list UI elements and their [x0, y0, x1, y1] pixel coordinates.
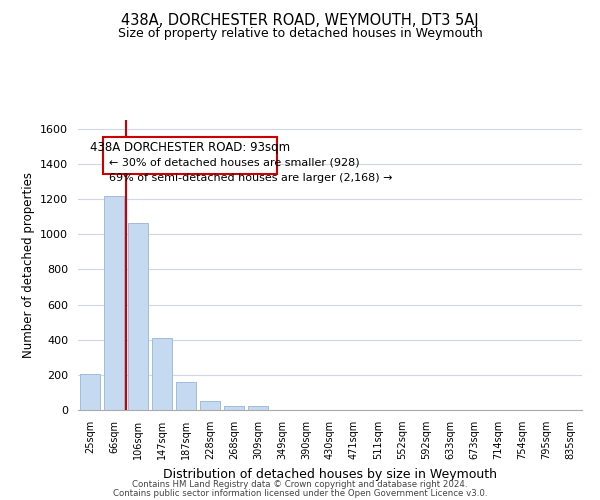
Y-axis label: Number of detached properties: Number of detached properties — [22, 172, 35, 358]
Bar — [224, 406, 244, 410]
Bar — [128, 223, 148, 410]
Bar — [200, 401, 220, 410]
Bar — [176, 382, 196, 410]
Text: Contains public sector information licensed under the Open Government Licence v3: Contains public sector information licen… — [113, 489, 487, 498]
Bar — [248, 406, 268, 410]
Text: 438A DORCHESTER ROAD: 93sqm: 438A DORCHESTER ROAD: 93sqm — [90, 140, 290, 153]
Text: Size of property relative to detached houses in Weymouth: Size of property relative to detached ho… — [118, 28, 482, 40]
Text: 69% of semi-detached houses are larger (2,168) →: 69% of semi-detached houses are larger (… — [109, 172, 393, 182]
Text: 438A, DORCHESTER ROAD, WEYMOUTH, DT3 5AJ: 438A, DORCHESTER ROAD, WEYMOUTH, DT3 5AJ — [121, 12, 479, 28]
Bar — [152, 338, 172, 410]
Bar — [80, 374, 100, 410]
Bar — [104, 196, 124, 410]
X-axis label: Distribution of detached houses by size in Weymouth: Distribution of detached houses by size … — [163, 468, 497, 480]
Text: Contains HM Land Registry data © Crown copyright and database right 2024.: Contains HM Land Registry data © Crown c… — [132, 480, 468, 489]
Text: ← 30% of detached houses are smaller (928): ← 30% of detached houses are smaller (92… — [109, 158, 360, 168]
